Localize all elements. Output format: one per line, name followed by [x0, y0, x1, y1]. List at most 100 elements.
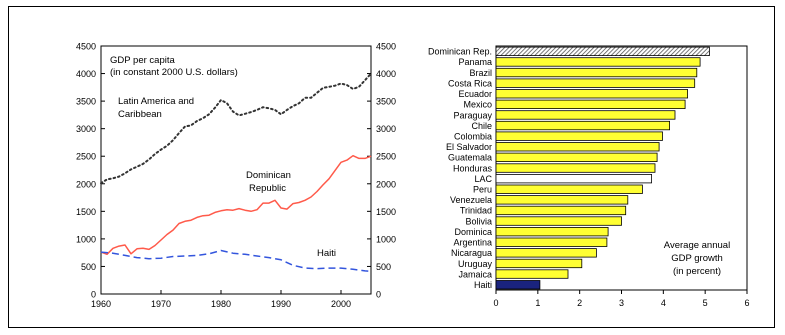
category-label-ecuador: Ecuador	[458, 89, 492, 99]
y-tick-label-right: 4500	[376, 42, 396, 52]
bar-jamaica	[495, 269, 569, 279]
bar-guatemala	[495, 152, 658, 163]
x-tick-label: 1970	[151, 299, 171, 309]
bar-nicaragua	[495, 248, 597, 258]
y-tick-label-left: 3000	[76, 124, 96, 134]
bar-x-tick-label: 6	[744, 298, 749, 308]
y-tick-label-left: 2500	[76, 152, 96, 162]
bar-annotation-line3: (in percent)	[673, 266, 721, 277]
bar-peru	[495, 184, 643, 194]
y-tick-label-left: 1000	[76, 234, 96, 244]
y-tick-label-right: 2000	[376, 179, 396, 189]
bar-trinidad	[495, 205, 627, 216]
category-label-haiti: Haiti	[474, 280, 492, 290]
bar-paraguay	[495, 110, 676, 120]
category-label-uruguay: Uruguay	[458, 259, 493, 269]
bar-haiti	[495, 280, 541, 290]
line-chart-title-line2: (in constant 2000 U.S. dollars)	[110, 67, 238, 78]
category-label-jamaica: Jamaica	[458, 269, 492, 279]
left-y-axis: 0 500 1000 1500 2000 2500 3000 3500 4000 4500	[76, 42, 105, 300]
y-tick-label-left: 4000	[76, 69, 96, 79]
dominican-republic-series-label-line1: Dominican	[246, 170, 291, 181]
bar-lac	[495, 173, 653, 184]
haiti-series-line	[100, 249, 372, 273]
dr-series-line	[100, 154, 372, 256]
category-label-bolivia: Bolivia	[465, 216, 492, 226]
lac-series-line	[100, 72, 372, 185]
y-tick-label-right: 4000	[376, 69, 396, 79]
y-tick-label-right: 1000	[376, 234, 396, 244]
category-label-panama: Panama	[458, 57, 492, 67]
category-label-dominican-rep: Dominican Rep.	[428, 47, 492, 57]
category-label-honduras: Honduras	[453, 163, 493, 173]
category-label-peru: Peru	[473, 185, 492, 195]
bar-argentina	[495, 237, 608, 247]
haiti-series-label: Haiti	[317, 248, 336, 259]
category-label-argentina: Argentina	[453, 238, 492, 248]
right-y-axis: 0 500 1000 1500 2000 2500 3000 3500 4000 4500	[367, 42, 396, 300]
bar-mexico	[495, 99, 686, 109]
line-series-group	[100, 72, 372, 273]
bar-x-axis: 0 1 2 3 4 5 6	[493, 290, 750, 308]
bar-ecuador	[495, 89, 689, 99]
y-tick-label-right: 3000	[376, 124, 396, 134]
y-tick-label-right: 500	[376, 262, 391, 272]
category-label-brazil: Brazil	[469, 68, 492, 78]
category-label-costa-rica: Costa Rica	[448, 78, 492, 88]
bar-venezuela	[495, 195, 629, 205]
bar-x-tick-label: 2	[577, 298, 582, 308]
y-tick-label-left: 2000	[76, 179, 96, 189]
category-label-venezuela: Venezuela	[450, 195, 492, 205]
dominican-republic-series-label-line2: Republic	[249, 183, 286, 194]
bar-el-salvador	[495, 142, 660, 152]
category-label-paraguay: Paraguay	[453, 110, 492, 120]
category-label-guatemala: Guatemala	[448, 153, 492, 163]
x-axis: 1960 1970 1980 1990 2000	[91, 290, 351, 309]
category-label-mexico: Mexico	[463, 100, 492, 110]
y-tick-label-right: 3500	[376, 97, 396, 107]
y-tick-label-right: 0	[376, 290, 381, 300]
bar-brazil	[495, 67, 698, 78]
bar-x-tick-label: 4	[661, 298, 666, 308]
y-tick-label-left: 1500	[76, 207, 96, 217]
bar-dominican-rep	[495, 46, 710, 56]
bar-honduras	[495, 163, 656, 173]
category-label-el-salvador: El Salvador	[446, 142, 492, 152]
category-label-lac: LAC	[474, 174, 492, 184]
bar-group	[495, 46, 710, 290]
gdp-per-capita-line-chart: 0 500 1000 1500 2000 2500 3000 3500 4000 4500 0 50…	[76, 42, 396, 310]
category-label-chile: Chile	[471, 121, 492, 131]
x-tick-label: 2000	[331, 299, 351, 309]
bar-x-tick-label: 1	[535, 298, 540, 308]
bar-x-tick-label: 3	[619, 298, 624, 308]
lac-series-label-line2: Caribbean	[118, 109, 162, 120]
x-tick-label: 1980	[211, 299, 231, 309]
line-chart-plot-area	[100, 45, 372, 295]
bar-annotation-line1: Average annual	[664, 240, 730, 251]
category-label-dominica: Dominica	[454, 227, 492, 237]
y-tick-label-left: 4500	[76, 42, 96, 52]
x-tick-label: 1960	[91, 299, 111, 309]
category-label-colombia: Colombia	[454, 132, 492, 142]
bar-chile	[495, 120, 671, 131]
bar-bolivia	[495, 216, 622, 226]
bar-dominica	[495, 226, 609, 237]
bar-x-tick-label: 5	[703, 298, 708, 308]
y-tick-label-left: 0	[91, 290, 96, 300]
line-chart-title-line1: GDP per capita	[110, 55, 175, 66]
bar-uruguay	[495, 258, 583, 269]
bar-costa-rica	[495, 78, 696, 88]
bar-annotation-line2: GDP growth	[671, 253, 723, 264]
category-label-nicaragua: Nicaragua	[451, 248, 492, 258]
bar-panama	[495, 57, 701, 67]
x-tick-label: 1990	[271, 299, 291, 309]
category-label-trinidad: Trinidad	[460, 206, 492, 216]
bar-colombia	[495, 131, 663, 141]
bar-x-tick-label: 0	[493, 298, 498, 308]
y-tick-label-right: 1500	[376, 207, 396, 217]
y-tick-label-right: 2500	[376, 152, 396, 162]
y-tick-label-left: 3500	[76, 97, 96, 107]
y-tick-label-left: 500	[81, 262, 96, 272]
